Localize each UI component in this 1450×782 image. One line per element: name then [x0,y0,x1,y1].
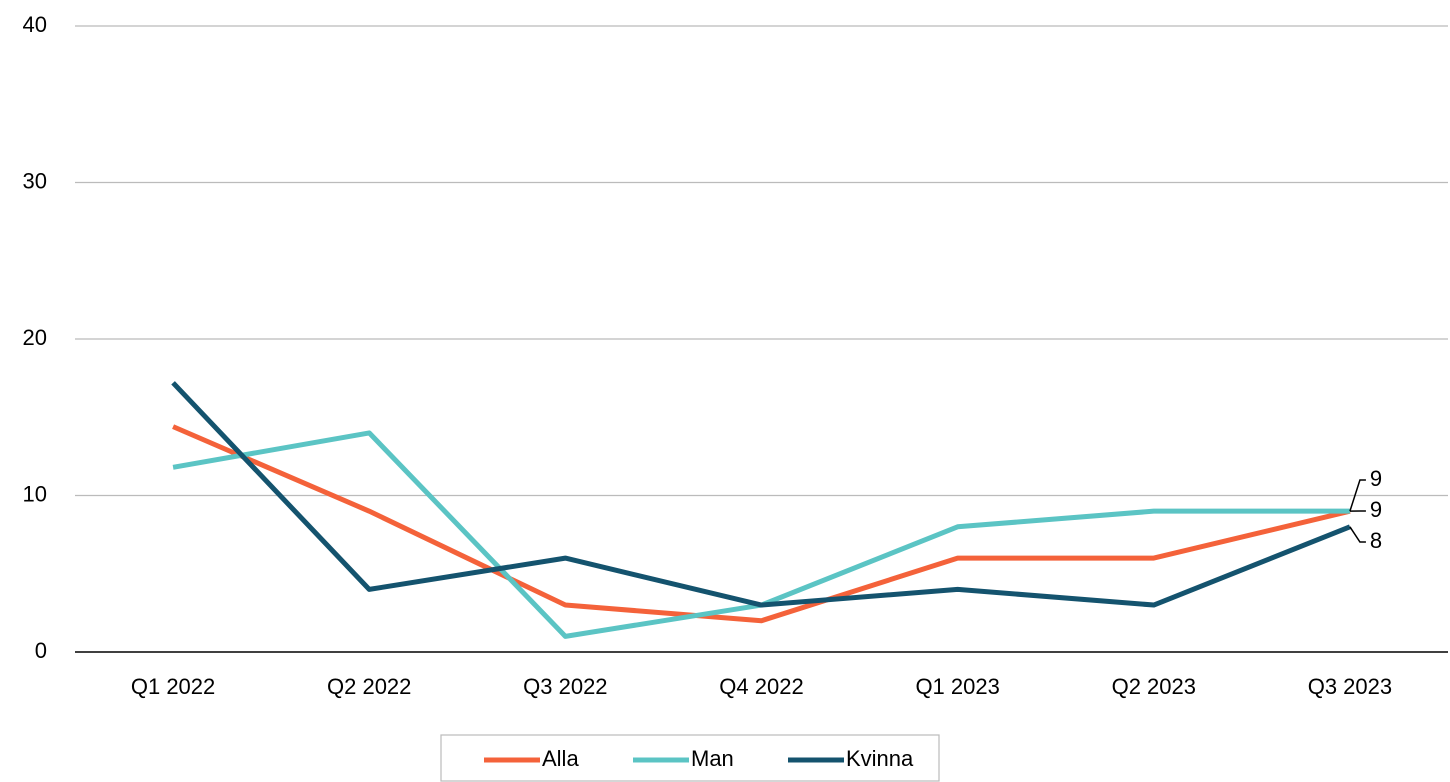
y-tick-label: 10 [23,481,47,506]
data-label: 9 [1370,466,1382,491]
y-tick-label: 0 [35,638,47,663]
line-series [171,381,1351,608]
x-tick-label: Q3 2023 [1308,674,1392,699]
x-tick-label: Q4 2022 [719,674,803,699]
line-series [172,424,1351,624]
y-tick-label: 20 [23,325,47,350]
leader-line [1349,479,1366,512]
y-tick-label: 40 [23,12,47,37]
data-label: 8 [1370,528,1382,553]
leader-line [1349,526,1366,543]
data-label: 9 [1370,497,1382,522]
x-tick-label: Q1 2022 [131,674,215,699]
x-tick-label: Q1 2023 [915,674,999,699]
x-tick-label: Q2 2022 [327,674,411,699]
legend-label: Kvinna [846,746,914,771]
legend-label: Man [691,746,734,771]
y-tick-label: 30 [23,168,47,193]
legend-box [440,734,940,782]
x-tick-label: Q2 2023 [1112,674,1196,699]
x-tick-label: Q3 2022 [523,674,607,699]
legend-label: Alla [542,746,579,771]
